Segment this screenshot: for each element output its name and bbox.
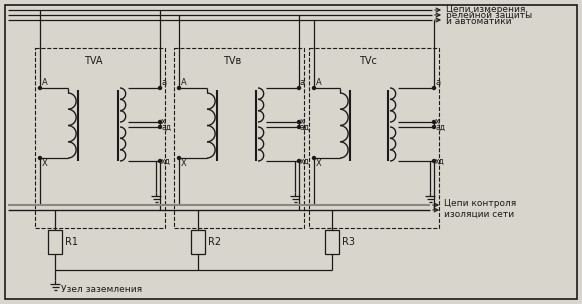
Text: R2: R2 bbox=[208, 237, 221, 247]
Circle shape bbox=[432, 120, 435, 123]
Circle shape bbox=[38, 157, 41, 160]
Circle shape bbox=[38, 87, 41, 89]
Text: A: A bbox=[42, 78, 48, 87]
Text: Цепи измерения,: Цепи измерения, bbox=[446, 5, 528, 15]
Text: R1: R1 bbox=[65, 237, 78, 247]
Text: x: x bbox=[161, 118, 166, 126]
Text: изоляции сети: изоляции сети bbox=[444, 209, 514, 219]
Text: aд: aд bbox=[161, 123, 171, 132]
Circle shape bbox=[158, 126, 161, 129]
Text: релейной защиты: релейной защиты bbox=[446, 12, 532, 20]
Bar bbox=[309, 48, 439, 228]
Text: TVв: TVв bbox=[223, 56, 242, 66]
Text: Цепи контроля: Цепи контроля bbox=[444, 199, 516, 209]
Bar bbox=[325, 230, 339, 254]
Text: A: A bbox=[316, 78, 322, 87]
Text: x: x bbox=[300, 118, 305, 126]
Circle shape bbox=[313, 87, 315, 89]
Bar bbox=[35, 48, 165, 228]
Text: xд: xд bbox=[300, 157, 310, 165]
Circle shape bbox=[432, 126, 435, 129]
Text: x: x bbox=[435, 118, 440, 126]
Circle shape bbox=[158, 160, 161, 163]
Bar bbox=[191, 230, 205, 254]
Circle shape bbox=[432, 160, 435, 163]
Circle shape bbox=[297, 160, 300, 163]
Circle shape bbox=[297, 87, 300, 89]
Text: A: A bbox=[181, 78, 187, 87]
Circle shape bbox=[313, 157, 315, 160]
Text: a: a bbox=[435, 78, 440, 87]
Text: TVA: TVA bbox=[84, 56, 103, 66]
Circle shape bbox=[178, 87, 180, 89]
Text: aд: aд bbox=[435, 123, 445, 132]
Bar bbox=[48, 230, 62, 254]
Circle shape bbox=[297, 120, 300, 123]
Text: и автоматики: и автоматики bbox=[446, 18, 512, 26]
Text: a: a bbox=[300, 78, 305, 87]
Bar bbox=[174, 48, 304, 228]
Text: xд: xд bbox=[161, 157, 171, 165]
Circle shape bbox=[158, 120, 161, 123]
Text: X: X bbox=[181, 159, 187, 168]
Text: aд: aд bbox=[300, 123, 310, 132]
Text: R3: R3 bbox=[342, 237, 355, 247]
Text: TVс: TVс bbox=[359, 56, 377, 66]
Text: X: X bbox=[316, 159, 322, 168]
Circle shape bbox=[178, 157, 180, 160]
Circle shape bbox=[158, 87, 161, 89]
Circle shape bbox=[432, 87, 435, 89]
Text: a: a bbox=[161, 78, 166, 87]
Circle shape bbox=[297, 126, 300, 129]
Text: xд: xд bbox=[435, 157, 445, 165]
Text: X: X bbox=[42, 159, 48, 168]
Text: Узел заземления: Узел заземления bbox=[61, 285, 142, 295]
